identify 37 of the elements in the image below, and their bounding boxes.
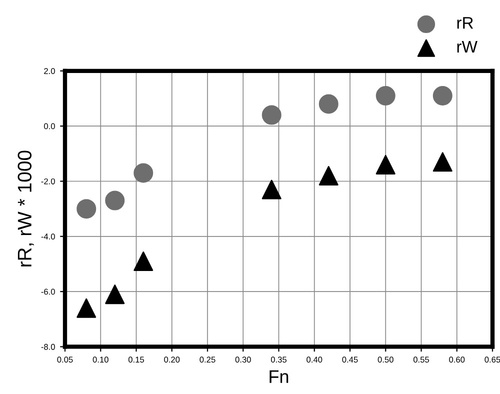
x-tick-label: 0.40 bbox=[306, 356, 322, 363]
x-tick-label: 0.25 bbox=[200, 356, 216, 363]
y-tick-label: -2.0 bbox=[41, 178, 55, 184]
point bbox=[105, 190, 125, 210]
x-tick-label: 0.60 bbox=[449, 356, 465, 363]
x-tick-label: 0.35 bbox=[270, 356, 287, 363]
x-tick-label: 0.20 bbox=[164, 356, 180, 363]
y-tick-label: -6.0 bbox=[41, 288, 55, 295]
y-tick-label: -8.0 bbox=[41, 344, 55, 350]
x-tick-label: 0.55 bbox=[413, 356, 430, 363]
x-tick-label: 0.10 bbox=[92, 356, 108, 363]
x-tick-label: 0.65 bbox=[484, 356, 500, 363]
point bbox=[376, 86, 396, 106]
point bbox=[262, 105, 282, 125]
point bbox=[262, 180, 282, 200]
y-tick-label: 2.0 bbox=[44, 68, 55, 74]
point bbox=[432, 152, 452, 172]
point bbox=[432, 86, 452, 106]
legend-label: rW bbox=[457, 40, 478, 52]
point bbox=[105, 284, 125, 304]
legend-label: rR bbox=[457, 17, 474, 29]
y-tick-label: 0.0 bbox=[44, 123, 55, 130]
x-tick-label: 0.30 bbox=[235, 356, 251, 363]
y-axis-title: rR, rW * 1000 bbox=[18, 150, 34, 266]
x-tick-label: 0.05 bbox=[57, 356, 73, 363]
point bbox=[318, 166, 338, 186]
x-axis-title: Fn bbox=[270, 370, 288, 383]
point bbox=[134, 163, 154, 183]
point bbox=[76, 199, 96, 219]
point bbox=[376, 154, 396, 174]
y-tick-label: -4.0 bbox=[41, 234, 55, 240]
point bbox=[318, 94, 338, 114]
point bbox=[76, 298, 96, 318]
x-tick-label: 0.45 bbox=[342, 356, 358, 363]
point bbox=[134, 251, 154, 271]
x-tick-label: 0.50 bbox=[378, 356, 394, 363]
x-tick-label: 0.15 bbox=[128, 356, 144, 363]
